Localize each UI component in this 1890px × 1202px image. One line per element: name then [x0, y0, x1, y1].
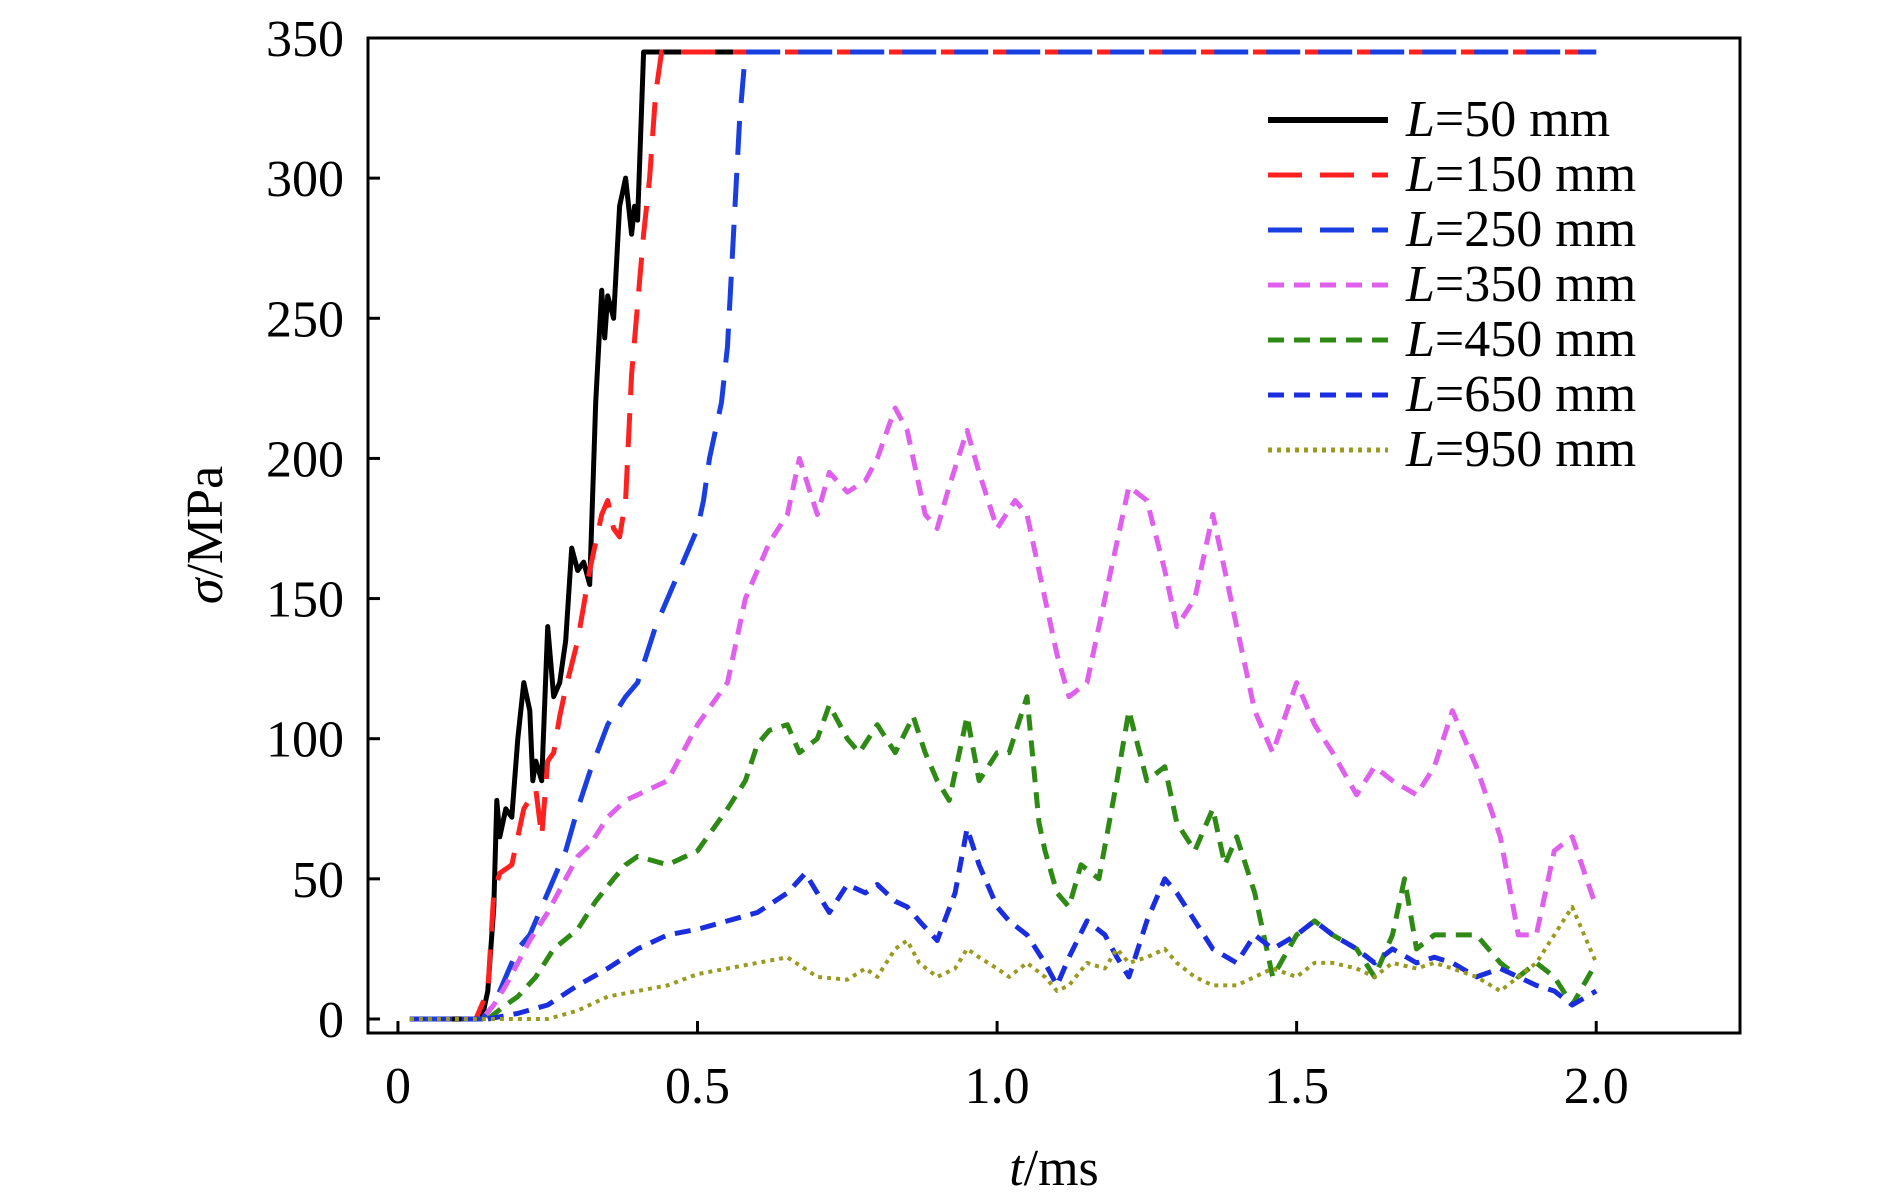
legend-variable: L: [1405, 311, 1435, 368]
legend-variable: L: [1405, 421, 1435, 478]
series-layer: [409, 49, 1599, 1022]
legend-value: =650 mm: [1435, 366, 1636, 423]
y-tick-label: 150: [266, 572, 344, 629]
legend-value: =150 mm: [1435, 146, 1636, 203]
x-axis-variable: t: [1009, 1140, 1025, 1197]
legend-variable: L: [1405, 91, 1435, 148]
legend-label-5: L=650 mm: [1405, 366, 1636, 423]
legend-variable: L: [1405, 201, 1435, 258]
legend-label-0: L=50 mm: [1405, 91, 1610, 148]
legend-label-1: L=150 mm: [1405, 146, 1636, 203]
plot-frame: [366, 36, 1742, 1035]
y-axis: 0 50 100 150 200 250 300 350: [266, 11, 380, 1049]
legend-value: =950 mm: [1435, 421, 1636, 478]
x-tick-label: 1.0: [965, 1058, 1030, 1115]
legend-label-6: L=950 mm: [1405, 421, 1636, 478]
x-tick-label: 2.0: [1564, 1058, 1629, 1115]
legend: L=50 mmL=150 mmL=250 mmL=350 mmL=450 mmL…: [1268, 91, 1636, 478]
x-tick-label: 0: [385, 1058, 411, 1115]
legend-value: =350 mm: [1435, 256, 1636, 313]
y-tick-label: 300: [266, 151, 344, 208]
legend-label-4: L=450 mm: [1405, 311, 1636, 368]
x-axis-unit: /ms: [1024, 1140, 1099, 1197]
x-axis: 0 0.5 1.0 1.5 2.0: [385, 1021, 1629, 1115]
legend-value: =50 mm: [1435, 91, 1610, 148]
y-tick-label: 0: [318, 992, 344, 1049]
legend-value: =250 mm: [1435, 201, 1636, 258]
series-line-2: [409, 49, 1597, 1022]
series-line-1: [409, 49, 1597, 1022]
y-axis-title: σ/MPa: [177, 466, 234, 604]
legend-label-3: L=350 mm: [1405, 256, 1636, 313]
x-tick-label: 1.5: [1264, 1058, 1329, 1115]
legend-variable: L: [1405, 366, 1435, 423]
y-tick-label: 100: [266, 712, 344, 769]
y-tick-label: 350: [266, 11, 344, 68]
series-line-5: [409, 825, 1598, 1022]
legend-value: =450 mm: [1435, 311, 1636, 368]
y-tick-label: 50: [292, 852, 344, 909]
y-axis-variable: σ: [177, 576, 234, 604]
series-line-4: [409, 694, 1599, 1022]
series-line-6: [409, 904, 1599, 1021]
x-tick-label: 0.5: [665, 1058, 730, 1115]
legend-variable: L: [1405, 146, 1435, 203]
y-tick-label: 200: [266, 431, 344, 488]
x-axis-title: t/ms: [1009, 1140, 1099, 1197]
y-axis-unit: /MPa: [177, 466, 234, 579]
series-line-0: [409, 49, 758, 1022]
y-tick-label: 250: [266, 291, 344, 348]
legend-label-2: L=250 mm: [1405, 201, 1636, 258]
series-line-3: [409, 405, 1599, 1022]
legend-variable: L: [1405, 256, 1435, 313]
